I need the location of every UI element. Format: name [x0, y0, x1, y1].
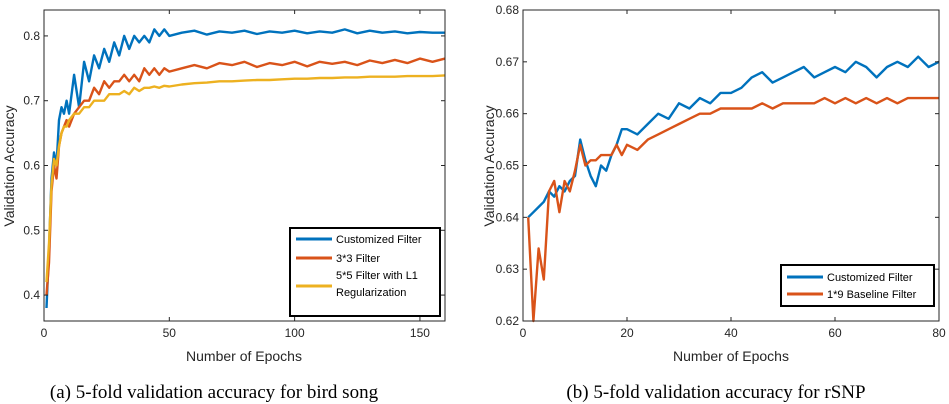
y-tick-label: 0.8	[23, 29, 40, 43]
series-layer	[45, 28, 446, 309]
series-line-1	[527, 96, 939, 323]
figure-caption: (b) 5-fold validation accuracy for rSNP	[566, 382, 865, 403]
x-axis-label: Number of Epochs	[186, 348, 302, 364]
y-tick-label: 0.63	[496, 262, 520, 276]
legend-box	[780, 264, 935, 307]
legend-entry: 3*3 Filter	[336, 253, 380, 265]
x-axis-label: Number of Epochs	[673, 348, 789, 364]
y-tick-label: 0.5	[23, 223, 40, 237]
x-tick-label: 50	[163, 326, 177, 340]
legend-entry: 5*5 Filter with L1 Regularization	[336, 270, 421, 299]
y-tick-label: 0.66	[496, 107, 520, 121]
x-tick-label: 100	[285, 326, 305, 340]
series-layer	[527, 55, 940, 323]
y-tick-label: 0.62	[496, 314, 520, 328]
y-tick-label: 0.7	[23, 94, 40, 108]
y-axis-label: Validation Accuracy	[1, 105, 17, 226]
x-tick-label: 60	[828, 326, 842, 340]
legend: Customized Filter 1*9 Baseline Filter	[780, 264, 935, 307]
series-line-2	[45, 74, 446, 283]
figure-caption: (a) 5-fold validation accuracy for bird …	[50, 382, 379, 403]
y-axis-label: Validation Accuracy	[481, 105, 497, 226]
series-line-0	[45, 28, 445, 309]
y-tick-label: 0.68	[496, 3, 520, 17]
x-tick-label: 0	[520, 326, 527, 340]
legend-entry-line-2: Regularization	[336, 287, 406, 299]
legend-entry: Customized Filter	[827, 272, 913, 284]
x-tick-label: 0	[41, 326, 48, 340]
legend-box	[289, 227, 441, 317]
chart-panel-rsnp: 0 20 40 60 80 0.62 0.63 0.64 0.65 0.66 0.67 0.68 Nu…	[481, 3, 946, 403]
x-tick-label: 150	[410, 326, 430, 340]
legend-entry-line-1: 5*5 Filter with L1	[336, 270, 418, 282]
y-tick-label: 0.6	[23, 159, 40, 173]
series-line-0	[527, 55, 940, 219]
x-tick-label: 80	[932, 326, 946, 340]
y-tick-label: 0.65	[496, 159, 520, 173]
x-tick-label: 40	[724, 326, 738, 340]
y-tick-label: 0.64	[496, 210, 520, 224]
y-tick-label: 0.67	[496, 55, 520, 69]
legend-entry: 1*9 Baseline Filter	[827, 289, 917, 301]
ticks-layer: 0 50 100 150 0.4 0.5 0.6 0.7 0.8	[23, 10, 445, 340]
legend: Customized Filter 3*3 Filter 5*5 Filter …	[289, 227, 441, 317]
ticks-layer: 0 20 40 60 80 0.62 0.63 0.64 0.65 0.66 0.67 0.68	[496, 3, 946, 340]
legend-entry: Customized Filter	[336, 234, 422, 246]
y-tick-label: 0.4	[23, 288, 40, 302]
chart-panel-bird-song: 0 50 100 150 0.4 0.5 0.6 0.7 0.8 Number of Epoch…	[1, 9, 446, 403]
x-tick-label: 20	[620, 326, 634, 340]
